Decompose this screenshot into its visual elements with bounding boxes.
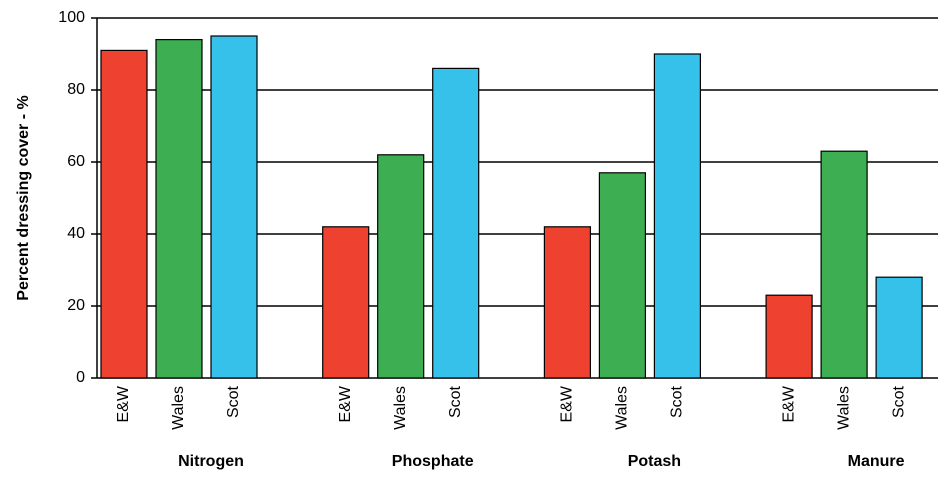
x-tick-label: Phosphate bbox=[392, 453, 474, 470]
bar bbox=[210, 35, 258, 379]
bar bbox=[100, 49, 148, 379]
series-label: E&W bbox=[559, 385, 576, 422]
bar bbox=[653, 53, 702, 379]
y-tick-label: 60 bbox=[67, 153, 85, 170]
bar bbox=[820, 150, 868, 379]
bar bbox=[598, 172, 647, 379]
y-tick-label: 20 bbox=[67, 297, 85, 314]
bar bbox=[875, 276, 923, 379]
y-tick-label: 40 bbox=[67, 225, 85, 242]
series-label: Scot bbox=[225, 385, 242, 418]
bar bbox=[765, 294, 813, 379]
y-tick-label: 80 bbox=[67, 81, 85, 98]
series-label: Wales bbox=[835, 386, 852, 430]
series-label: E&W bbox=[337, 385, 354, 422]
y-axis-label: Percent dressing cover - % bbox=[15, 95, 32, 300]
series-label: Scot bbox=[447, 385, 464, 418]
bar bbox=[543, 226, 592, 379]
series-label: Scot bbox=[669, 385, 686, 418]
series-label: E&W bbox=[115, 385, 132, 422]
y-tick-label: 0 bbox=[76, 369, 85, 386]
bar bbox=[432, 67, 480, 379]
series-label: Wales bbox=[170, 386, 187, 430]
y-tick-label: 100 bbox=[58, 9, 85, 26]
x-tick-label: Nitrogen bbox=[178, 453, 244, 470]
bar bbox=[155, 38, 203, 379]
series-label: Wales bbox=[392, 386, 409, 430]
bar bbox=[322, 226, 370, 379]
x-tick-label: Manure bbox=[848, 453, 905, 470]
bar bbox=[377, 154, 425, 379]
x-tick-label: Potash bbox=[628, 453, 681, 470]
series-label: Scot bbox=[890, 385, 907, 418]
series-label: E&W bbox=[780, 385, 797, 422]
series-label: Wales bbox=[614, 386, 631, 430]
